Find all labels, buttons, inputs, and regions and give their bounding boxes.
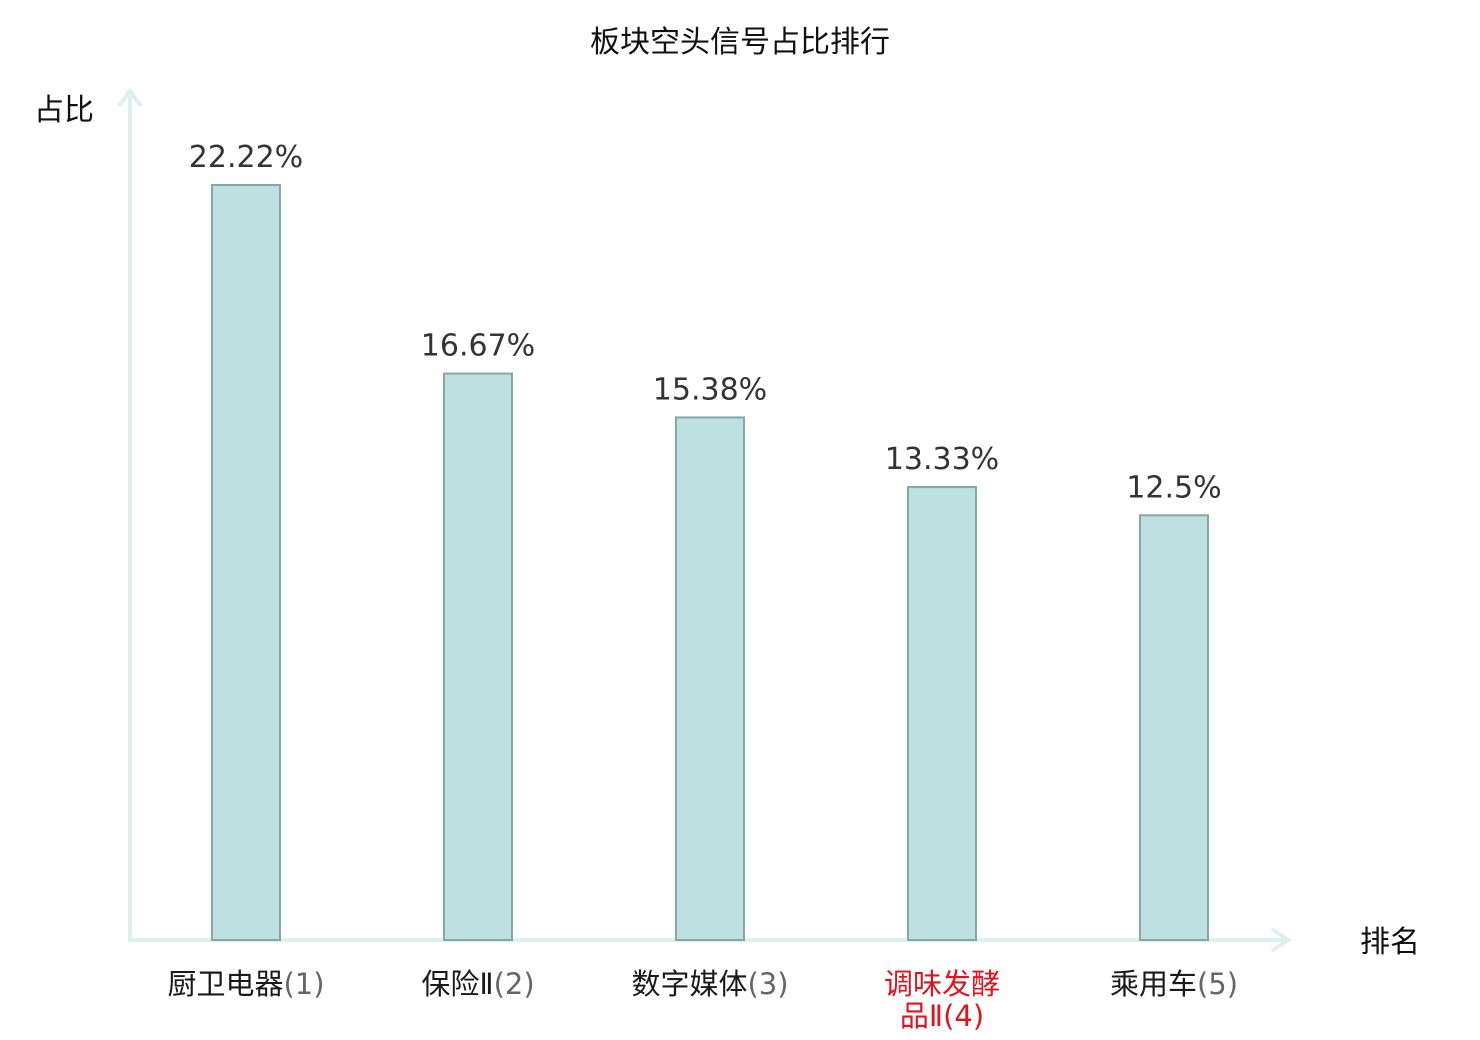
bar-3 [675,416,745,941]
category-label-3: 数字媒体(3) [631,967,788,1001]
bar-4 [907,486,977,941]
bar-2 [443,372,513,942]
category-labels: 厨卫电器(1) 保险Ⅱ(2) 数字媒体(3) 调味发酵品Ⅱ(4) 乘用车(5) [167,967,1238,1033]
value-label-4: 13.33% [885,442,999,477]
chart-title: 板块空头信号占比排行 [590,25,890,60]
category-label-2: 保险Ⅱ(2) [421,967,534,1001]
x-axis-label: 排名 [1360,925,1420,960]
bars [211,184,1209,942]
category-label-4: 调味发酵品Ⅱ(4) [884,967,1000,1033]
category-label-5: 乘用车(5) [1110,967,1238,1001]
value-label-5: 12.5% [1126,470,1221,505]
bar-5 [1139,514,1209,941]
value-label-3: 15.38% [653,372,767,407]
y-axis-arrow [117,87,143,108]
value-label-1: 22.22% [189,140,303,175]
y-axis-label: 占比 [34,93,94,128]
value-labels: 22.22% 16.67% 15.38% 13.33% 12.5% [189,140,1222,505]
category-label-1: 厨卫电器(1) [167,967,324,1001]
x-axis-arrow [1270,927,1292,953]
bar-1 [211,184,281,941]
value-label-2: 16.67% [421,329,535,364]
